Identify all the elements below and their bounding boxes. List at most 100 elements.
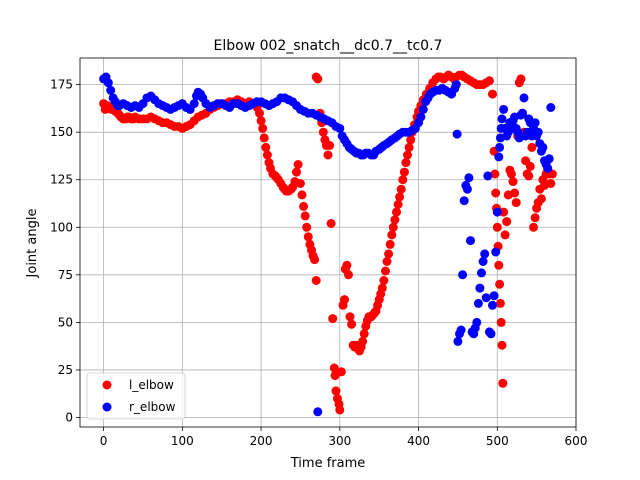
data-point xyxy=(347,319,357,329)
legend-marker-l_elbow xyxy=(102,380,112,390)
data-point xyxy=(484,76,494,86)
x-tick-label: 0 xyxy=(100,434,108,448)
data-point xyxy=(299,201,309,211)
data-point xyxy=(495,298,505,308)
data-point xyxy=(293,160,303,169)
data-point xyxy=(325,141,335,150)
data-point xyxy=(508,177,518,187)
data-point xyxy=(318,127,328,137)
data-point xyxy=(490,169,500,179)
data-point xyxy=(511,198,521,208)
data-point xyxy=(456,325,466,335)
data-point xyxy=(499,104,509,114)
x-tick-label: 500 xyxy=(486,434,509,448)
data-point xyxy=(543,163,553,173)
data-point xyxy=(259,133,269,143)
data-point xyxy=(401,158,411,168)
data-point xyxy=(358,336,368,346)
data-point xyxy=(331,386,341,396)
data-point xyxy=(495,279,505,289)
data-point xyxy=(403,150,412,160)
data-point xyxy=(489,291,499,301)
data-point xyxy=(340,295,349,305)
data-point xyxy=(462,184,472,194)
data-point xyxy=(527,142,537,152)
data-point xyxy=(494,260,504,270)
x-axis-label: Time frame xyxy=(290,456,366,471)
data-point xyxy=(297,190,307,200)
data-point xyxy=(486,329,496,339)
data-point xyxy=(390,215,400,225)
data-point xyxy=(495,142,505,152)
data-point xyxy=(388,222,398,232)
data-point xyxy=(530,213,540,223)
data-point xyxy=(377,283,387,293)
data-point xyxy=(481,293,491,303)
legend-box xyxy=(86,372,186,420)
legend-label-l_elbow: l_elbow xyxy=(129,378,174,392)
data-point xyxy=(452,129,462,139)
data-point xyxy=(255,108,264,118)
data-point xyxy=(473,298,483,308)
data-point xyxy=(106,85,116,95)
data-point xyxy=(510,188,520,198)
data-point xyxy=(451,80,461,90)
data-point xyxy=(103,78,113,88)
x-tick-label: 200 xyxy=(250,434,273,448)
series-r_elbow xyxy=(99,72,556,417)
data-point xyxy=(382,257,392,266)
y-tick-label: 125 xyxy=(50,173,73,187)
legend-label-r_elbow: r_elbow xyxy=(129,400,176,414)
data-point xyxy=(498,378,508,388)
y-tick-label: 100 xyxy=(50,220,73,234)
x-tick-label: 400 xyxy=(407,434,430,448)
data-point xyxy=(525,161,535,171)
data-point xyxy=(344,270,353,280)
data-point xyxy=(544,154,554,164)
data-point xyxy=(538,142,548,152)
data-point xyxy=(518,108,527,118)
data-point xyxy=(491,247,501,257)
data-point xyxy=(488,89,497,99)
x-tick-label: 600 xyxy=(565,434,588,448)
legend: l_elbow r_elbow xyxy=(86,372,186,420)
data-point xyxy=(292,167,301,177)
data-point xyxy=(398,175,408,185)
data-point xyxy=(335,123,345,133)
data-point xyxy=(295,179,305,188)
data-point xyxy=(483,171,493,181)
data-point xyxy=(458,270,468,280)
series-l_elbow xyxy=(99,70,557,415)
data-point xyxy=(329,363,339,373)
data-point xyxy=(529,222,538,232)
y-tick-label: 0 xyxy=(65,410,73,424)
data-point xyxy=(302,222,312,232)
data-point xyxy=(533,127,543,137)
data-point xyxy=(262,150,272,160)
data-point xyxy=(502,217,512,227)
data-point xyxy=(524,171,534,181)
data-point xyxy=(300,211,310,221)
data-point xyxy=(326,219,336,228)
data-point xyxy=(497,340,507,350)
data-point xyxy=(313,407,323,417)
data-point xyxy=(497,114,507,124)
data-point xyxy=(336,367,346,377)
y-tick-label: 50 xyxy=(58,315,73,329)
y-axis-label: Joint angle xyxy=(25,209,40,279)
data-point xyxy=(472,317,482,327)
data-point xyxy=(500,230,510,240)
data-point xyxy=(256,116,266,126)
data-point xyxy=(387,230,397,240)
data-point xyxy=(311,276,321,285)
data-point xyxy=(303,232,313,242)
data-point xyxy=(492,222,502,232)
data-point xyxy=(506,169,516,179)
data-point xyxy=(536,194,546,204)
data-point xyxy=(393,200,403,209)
x-tick-label: 300 xyxy=(328,434,351,448)
data-point xyxy=(385,239,395,249)
data-point xyxy=(488,300,497,310)
data-point xyxy=(399,167,409,177)
data-point xyxy=(418,104,428,114)
